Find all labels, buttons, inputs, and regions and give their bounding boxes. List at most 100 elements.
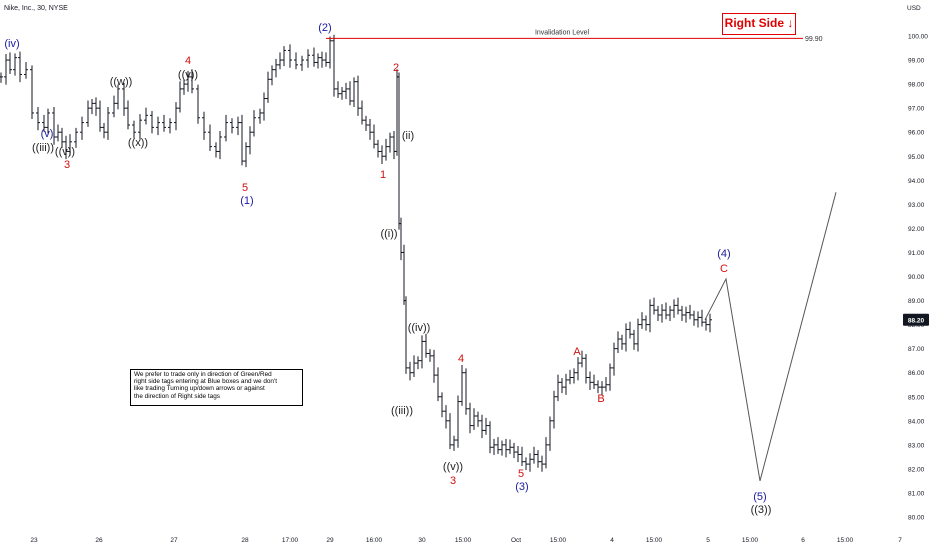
- ohlc-bar: [86, 100, 90, 127]
- ohlc-bar: [484, 417, 488, 435]
- price-tick-label: 98.00: [908, 82, 925, 89]
- ohlc-bar: [56, 124, 60, 142]
- ohlc-bar: [524, 457, 528, 471]
- ohlc-bar: [616, 331, 620, 353]
- ohlc-bar: [528, 453, 532, 472]
- ohlc-bar: [60, 127, 64, 148]
- trading-note: We prefer to trade only in direction of …: [130, 369, 303, 406]
- ohlc-bar: [282, 46, 286, 67]
- ohlc-bar: [0, 72, 3, 83]
- ohlc-bar: [360, 100, 364, 125]
- ohlc-bar: [456, 395, 460, 448]
- wave-label: B: [597, 393, 604, 405]
- ohlc-bar: [380, 145, 384, 164]
- ohlc-bar: [580, 350, 584, 368]
- ohlc-bar: [492, 438, 496, 455]
- ohlc-bar: [36, 106, 40, 131]
- price-tick-label: 89.00: [908, 298, 925, 305]
- ohlc-bar: [190, 69, 194, 94]
- ohlc-bar: [500, 440, 504, 456]
- price-tick-label: 84.00: [908, 418, 925, 425]
- ohlc-bar: [340, 86, 344, 100]
- ohlc-bar: [664, 302, 668, 320]
- ohlc-bar: [508, 439, 512, 454]
- ohlc-bar: [600, 381, 604, 395]
- ohlc-bar: [397, 72, 401, 230]
- ohlc-bar: [668, 305, 672, 321]
- time-tick-label: 29: [326, 537, 334, 544]
- ohlc-bar: [488, 421, 492, 454]
- ohlc-bar: [132, 120, 136, 139]
- wave-label: 1: [380, 169, 386, 181]
- ohlc-bar: [8, 52, 12, 74]
- wave-label: ((i)): [380, 228, 397, 240]
- wave-label: 5: [242, 182, 248, 194]
- ohlc-bar: [332, 34, 336, 97]
- price-tick-label: 87.00: [908, 346, 925, 353]
- wave-label: (5): [753, 491, 766, 503]
- ohlc-bar: [652, 297, 656, 315]
- ohlc-bar: [112, 95, 116, 118]
- price-tick-label: 93.00: [908, 202, 925, 209]
- price-tick-label: 90.00: [908, 274, 925, 281]
- ohlc-bar: [402, 244, 406, 305]
- wave-label: A: [573, 346, 581, 358]
- ohlc-bar: [74, 127, 78, 148]
- ohlc-bar: [696, 311, 700, 328]
- ohlc-bar: [42, 114, 46, 132]
- ohlc-bar: [116, 84, 120, 110]
- ohlc-bar: [680, 305, 684, 321]
- ohlc-bar: [356, 75, 360, 116]
- ohlc-bar: [288, 44, 292, 68]
- ohlc-bar: [460, 365, 464, 406]
- ohlc-bar: [294, 52, 298, 70]
- ohlc-bar: [144, 107, 148, 125]
- ohlc-bar: [106, 106, 110, 140]
- ohlc-bar: [532, 446, 536, 464]
- time-tick-label: 30: [418, 537, 426, 544]
- ohlc-bar: [448, 413, 452, 450]
- ohlc-bar: [252, 110, 256, 137]
- ohlc-bar: [496, 437, 500, 454]
- ohlc-bar: [596, 380, 600, 394]
- price-tick-label: 83.00: [908, 442, 925, 449]
- ohlc-bar: [324, 52, 328, 67]
- ohlc-bar: [672, 299, 676, 318]
- time-tick-label: 6: [801, 537, 805, 544]
- ohlc-bar: [708, 313, 712, 333]
- ohlc-bar: [278, 52, 282, 70]
- ohlc-bar: [230, 118, 234, 134]
- ohlc-bar: [416, 356, 420, 370]
- time-tick-label: 15:00: [742, 537, 759, 544]
- price-tick-label: 91.00: [908, 250, 925, 257]
- ohlc-bar: [628, 321, 632, 339]
- note-line: We prefer to trade only in direction of …: [134, 371, 272, 378]
- price-tick-label: 97.00: [908, 106, 925, 113]
- price-tick-label: 85.00: [908, 394, 925, 401]
- ohlc-bar: [644, 315, 648, 331]
- ohlc-bar: [408, 361, 412, 381]
- time-tick-label: Oct: [511, 537, 521, 544]
- ohlc-bar: [156, 116, 160, 136]
- ohlc-bar: [138, 114, 142, 140]
- last-price-value: 88.20: [908, 317, 925, 324]
- wave-labels: (iv)(v)((iii)) ((v))3((w))((x))4((y))5(1)…: [4, 22, 771, 516]
- ohlc-bar: [556, 374, 560, 402]
- ohlc-bar: [536, 450, 540, 468]
- ohlc-bar: [604, 377, 608, 392]
- ohlc-bar: [344, 82, 348, 100]
- price-tick-label: 100.00: [908, 34, 928, 41]
- price-tick-label: 96.00: [908, 130, 925, 137]
- ohlc-bar: [182, 79, 186, 95]
- ohlc-bar: [372, 124, 376, 149]
- ohlc-bar: [46, 108, 50, 134]
- time-tick-label: 17:00: [282, 537, 299, 544]
- time-axis: 23 26 27 28 17:00 29 16:00 30 15:00 Oct 15:00 4 15:0…: [30, 537, 902, 544]
- ohlc-bar: [688, 304, 692, 320]
- ohlc-bar: [548, 416, 552, 451]
- time-tick-label: 15:00: [550, 537, 567, 544]
- note-line: right side tags entering at Blue boxes a…: [134, 378, 277, 386]
- ohlc-bar: [68, 134, 72, 156]
- ohlc-bars: [0, 34, 712, 472]
